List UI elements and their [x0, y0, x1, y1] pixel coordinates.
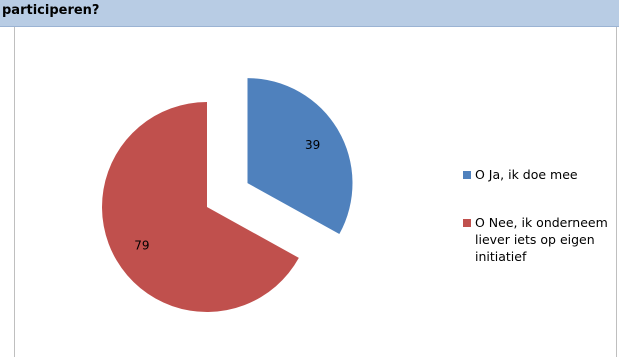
legend-label-ja: O Ja, ik doe mee	[475, 167, 578, 182]
slice-value-label-ja: 39	[305, 138, 320, 152]
slice-value-label-nee: 79	[134, 238, 149, 252]
legend-label-nee: O Nee, ik onderneem liever iets op eigen…	[475, 215, 608, 264]
chart-legend: O Ja, ik doe mee O Nee, ik onderneem lie…	[463, 166, 619, 265]
legend-item-nee: O Nee, ik onderneem liever iets op eigen…	[463, 214, 619, 265]
legend-swatch-nee	[463, 219, 471, 227]
question-text: participeren?	[2, 3, 99, 18]
legend-item-ja: O Ja, ik doe mee	[463, 166, 619, 183]
pie-slice-ja	[247, 78, 352, 234]
question-header: participeren?	[0, 0, 619, 27]
legend-swatch-ja	[463, 171, 471, 179]
chart-area: 39 79 O Ja, ik doe mee O Nee, ik ondernee…	[14, 27, 617, 357]
